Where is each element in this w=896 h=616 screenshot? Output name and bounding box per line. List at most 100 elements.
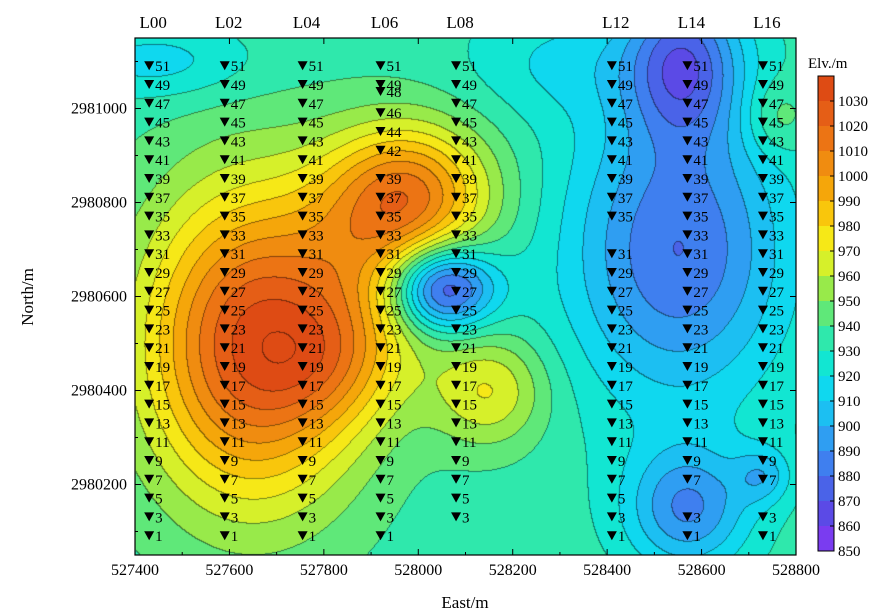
station-triangle — [375, 474, 386, 484]
station-triangle — [144, 305, 155, 315]
station-number: 27 — [309, 285, 325, 301]
station-marker: 9 — [375, 454, 394, 470]
station-triangle — [606, 399, 617, 409]
station-triangle — [451, 192, 462, 202]
station-marker: 45 — [219, 116, 246, 132]
station-number: 15 — [309, 398, 324, 414]
station-number: 41 — [618, 153, 633, 169]
station-marker: 33 — [757, 228, 784, 244]
station-triangle — [297, 155, 308, 165]
station-number: 13 — [387, 416, 402, 432]
station-marker: 19 — [297, 360, 324, 376]
station-number: 33 — [309, 228, 324, 244]
station-marker: 5 — [606, 492, 625, 508]
station-marker: 35 — [682, 210, 708, 226]
colorbar-segment — [818, 426, 834, 451]
station-marker: 11 — [297, 435, 323, 451]
station-marker: 31 — [144, 247, 170, 263]
station-number: 49 — [155, 78, 170, 94]
station-number: 15 — [769, 398, 784, 414]
station-number: 25 — [618, 304, 633, 320]
station-number: 9 — [309, 454, 317, 470]
colorbar-tick-label: 990 — [838, 194, 861, 210]
station-marker: 49 — [144, 78, 170, 94]
station-marker: 25 — [606, 304, 633, 320]
station-marker: 21 — [219, 341, 246, 357]
station-triangle — [606, 117, 617, 127]
station-marker: 43 — [451, 134, 477, 150]
station-triangle — [451, 493, 462, 503]
station-marker: 37 — [606, 191, 634, 207]
station-triangle — [606, 61, 617, 71]
station-number: 23 — [387, 322, 402, 338]
station-triangle — [682, 98, 693, 108]
station-triangle — [219, 512, 230, 522]
station-number: 29 — [618, 266, 633, 282]
station-number: 23 — [462, 322, 477, 338]
station-number: 1 — [693, 529, 701, 545]
station-marker: 37 — [375, 191, 402, 207]
survey-line-label: L12 — [602, 13, 629, 32]
station-number: 47 — [231, 97, 247, 113]
station-number: 44 — [387, 125, 403, 141]
station-marker: 29 — [219, 266, 246, 282]
station-number: 7 — [618, 473, 626, 489]
station-triangle — [219, 155, 230, 165]
colorbar-tick-label: 860 — [838, 519, 861, 535]
station-marker: 23 — [757, 322, 784, 338]
station-triangle — [297, 512, 308, 522]
station-number: 13 — [618, 416, 633, 432]
station-marker: 19 — [219, 360, 246, 376]
station-marker: 13 — [297, 416, 324, 432]
colorbar-segment — [818, 326, 834, 351]
station-number: 23 — [618, 322, 633, 338]
station-marker: 41 — [606, 153, 633, 169]
station-marker: 17 — [375, 379, 402, 395]
station-marker: 44 — [375, 125, 403, 141]
station-marker: 23 — [219, 322, 246, 338]
station-triangle — [375, 174, 386, 183]
station-number: 3 — [387, 510, 395, 526]
station-triangle — [606, 268, 617, 277]
station-triangle — [451, 456, 462, 465]
station-number: 37 — [769, 191, 785, 207]
station-triangle — [297, 211, 308, 221]
station-marker: 23 — [375, 322, 402, 338]
station-number: 29 — [231, 266, 246, 282]
station-marker: 51 — [297, 59, 324, 75]
station-triangle — [375, 362, 386, 371]
station-number: 45 — [618, 116, 633, 132]
station-triangle — [219, 305, 230, 315]
station-number: 9 — [155, 454, 163, 470]
station-marker: 35 — [757, 210, 784, 226]
station-marker: 3 — [297, 510, 316, 526]
station-triangle — [297, 380, 308, 390]
station-triangle — [606, 98, 617, 108]
station-marker: 7 — [375, 473, 395, 489]
station-triangle — [297, 474, 308, 484]
station-triangle — [757, 343, 768, 353]
station-number: 15 — [618, 398, 633, 414]
station-number: 9 — [618, 454, 626, 470]
station-triangle — [375, 211, 386, 221]
colorbar-tick-label: 1030 — [838, 94, 868, 110]
station-triangle — [757, 211, 768, 221]
station-marker: 1 — [757, 529, 776, 545]
x-tick-label: 528600 — [678, 562, 726, 579]
station-triangle — [757, 474, 768, 484]
y-axis: 2980200 2980400 2980600 2980800 2981000 — [71, 61, 796, 532]
station-triangle — [297, 117, 308, 127]
station-marker: 39 — [375, 172, 402, 188]
station-triangle — [144, 343, 155, 353]
colorbar-tick-label: 960 — [838, 269, 861, 285]
station-marker: 27 — [144, 285, 171, 301]
station-marker: 37 — [757, 191, 785, 207]
station-triangle — [757, 456, 768, 465]
station-marker: 49 — [375, 78, 402, 94]
station-marker: 1 — [219, 529, 238, 545]
station-triangle — [606, 531, 617, 541]
station-marker: 3 — [606, 510, 625, 526]
station-number: 37 — [618, 191, 634, 207]
station-marker: 17 — [297, 379, 324, 395]
